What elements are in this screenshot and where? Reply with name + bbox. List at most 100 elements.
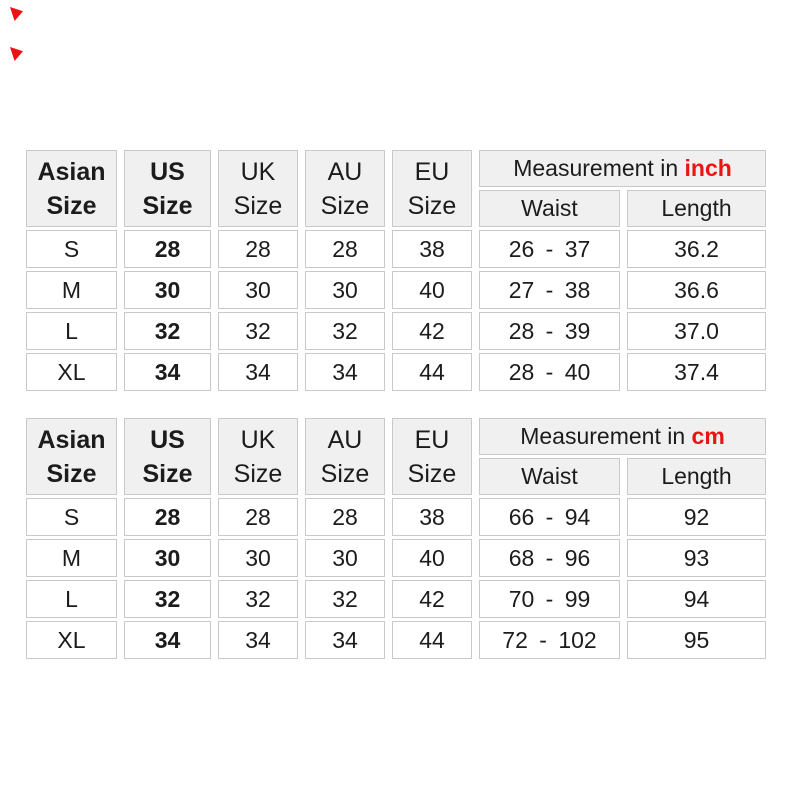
header-us-size: US Size: [124, 150, 211, 227]
header-au-size: AU Size: [305, 418, 385, 495]
cell-waist: 26 - 37: [479, 230, 620, 268]
cell-au: 32: [305, 312, 385, 350]
red-mark-icon: [10, 7, 23, 21]
cell-us: 32: [124, 312, 211, 350]
header-asian-line1: Asian: [37, 157, 106, 186]
cell-eu: 38: [392, 230, 472, 268]
cell-asian: S: [26, 498, 117, 536]
cell-us: 34: [124, 621, 211, 659]
header-us-line2: Size: [142, 459, 193, 488]
cell-length: 36.6: [627, 271, 766, 309]
header-au-line1: AU: [327, 425, 363, 454]
header-measurement-inch: Measurement in inch: [479, 150, 766, 187]
cell-au: 32: [305, 580, 385, 618]
cell-waist: 66 - 94: [479, 498, 620, 536]
header-asian-size: Asian Size: [26, 418, 117, 495]
cell-uk: 30: [218, 539, 298, 577]
table-row: M 30 30 30 40 68 - 96 93: [26, 539, 766, 577]
cell-asian: XL: [26, 621, 117, 659]
cell-waist: 28 - 39: [479, 312, 620, 350]
table-row: L 32 32 32 42 28 - 39 37.0: [26, 312, 766, 350]
size-table-inch: Asian Size US Size UK Size AU Size EU Size Me…: [19, 147, 773, 394]
cell-asian: L: [26, 312, 117, 350]
cell-au: 28: [305, 498, 385, 536]
cell-waist: 28 - 40: [479, 353, 620, 391]
cell-asian: M: [26, 539, 117, 577]
cell-au: 34: [305, 621, 385, 659]
header-au-size: AU Size: [305, 150, 385, 227]
cell-eu: 44: [392, 621, 472, 659]
cell-au: 30: [305, 539, 385, 577]
table-body-inch: S 28 28 28 38 26 - 37 36.2 M 30 30 30 40 27 - 38 36.6…: [26, 230, 766, 391]
cell-uk: 30: [218, 271, 298, 309]
cell-au: 34: [305, 353, 385, 391]
cell-length: 37.0: [627, 312, 766, 350]
header-asian-size: Asian Size: [26, 150, 117, 227]
table-row: S 28 28 28 38 66 - 94 92: [26, 498, 766, 536]
header-uk-line2: Size: [233, 459, 283, 488]
header-asian-line2: Size: [46, 459, 97, 488]
header-uk-size: UK Size: [218, 418, 298, 495]
cell-us: 28: [124, 498, 211, 536]
cell-waist: 68 - 96: [479, 539, 620, 577]
cell-au: 28: [305, 230, 385, 268]
header-eu-size: EU Size: [392, 150, 472, 227]
cell-eu: 40: [392, 539, 472, 577]
header-length: Length: [627, 458, 766, 495]
table-row: XL 34 34 34 44 28 - 40 37.4: [26, 353, 766, 391]
header-eu-line1: EU: [414, 157, 450, 186]
cell-length: 94: [627, 580, 766, 618]
header-uk-line1: UK: [240, 157, 276, 186]
header-uk-size: UK Size: [218, 150, 298, 227]
cell-waist: 70 - 99: [479, 580, 620, 618]
header-eu-line2: Size: [407, 459, 457, 488]
cell-uk: 32: [218, 580, 298, 618]
cell-us: 30: [124, 539, 211, 577]
cell-au: 30: [305, 271, 385, 309]
cell-asian: S: [26, 230, 117, 268]
header-uk-line1: UK: [240, 425, 276, 454]
cell-eu: 38: [392, 498, 472, 536]
header-eu-size: EU Size: [392, 418, 472, 495]
header-us-line1: US: [150, 425, 185, 454]
header-au-line2: Size: [320, 459, 370, 488]
cell-asian: M: [26, 271, 117, 309]
header-waist: Waist: [479, 458, 620, 495]
cell-asian: XL: [26, 353, 117, 391]
header-eu-line2: Size: [407, 191, 457, 220]
cell-uk: 28: [218, 230, 298, 268]
measurement-unit: cm: [691, 423, 725, 449]
cell-eu: 40: [392, 271, 472, 309]
cell-us: 32: [124, 580, 211, 618]
cell-us: 28: [124, 230, 211, 268]
header-us-size: US Size: [124, 418, 211, 495]
cell-us: 34: [124, 353, 211, 391]
table-row: XL 34 34 34 44 72 - 102 95: [26, 621, 766, 659]
table-row: S 28 28 28 38 26 - 37 36.2: [26, 230, 766, 268]
header-waist: Waist: [479, 190, 620, 227]
cell-length: 37.4: [627, 353, 766, 391]
header-us-line1: US: [150, 157, 185, 186]
header-uk-line2: Size: [233, 191, 283, 220]
header-eu-line1: EU: [414, 425, 450, 454]
header-length: Length: [627, 190, 766, 227]
red-mark-icon: [10, 47, 23, 61]
cell-length: 36.2: [627, 230, 766, 268]
cell-uk: 28: [218, 498, 298, 536]
table-body-cm: S 28 28 28 38 66 - 94 92 M 30 30 30 40 68 - 96 93 L 32 3…: [26, 498, 766, 659]
cell-us: 30: [124, 271, 211, 309]
measurement-unit: inch: [684, 155, 732, 181]
header-asian-line1: Asian: [37, 425, 106, 454]
cell-uk: 32: [218, 312, 298, 350]
table-row: L 32 32 32 42 70 - 99 94: [26, 580, 766, 618]
cell-waist: 72 - 102: [479, 621, 620, 659]
header-au-line1: AU: [327, 157, 363, 186]
cell-length: 95: [627, 621, 766, 659]
cell-eu: 42: [392, 580, 472, 618]
cell-length: 92: [627, 498, 766, 536]
header-asian-line2: Size: [46, 191, 97, 220]
header-au-line2: Size: [320, 191, 370, 220]
header-measurement-cm: Measurement in cm: [479, 418, 766, 455]
cell-asian: L: [26, 580, 117, 618]
